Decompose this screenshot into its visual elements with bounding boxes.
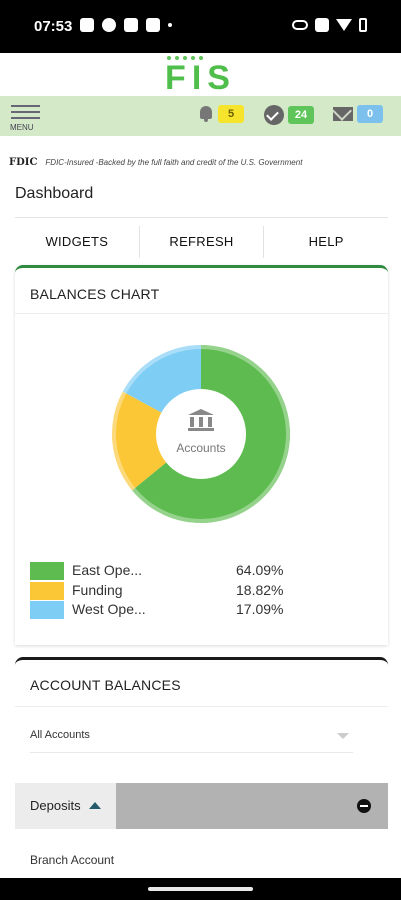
divider: [15, 706, 388, 707]
accounts-filter-value: All Accounts: [30, 729, 90, 741]
android-notification-icon: [146, 18, 160, 32]
refresh-button[interactable]: REFRESH: [140, 226, 265, 258]
legend-swatch: [30, 581, 64, 600]
legend-item[interactable]: Funding 18.82%: [30, 580, 370, 600]
legend-label: Funding: [72, 581, 123, 598]
page-title: Dashboard: [15, 185, 94, 202]
legend-label: East Ope...: [72, 562, 143, 578]
battery-icon: [359, 18, 367, 32]
home-gesture-handle[interactable]: [148, 887, 253, 891]
deposits-group-header[interactable]: Deposits: [15, 783, 388, 829]
bell-icon: [198, 105, 214, 123]
wifi-icon: [336, 19, 352, 31]
fdic-mark: FDIC: [9, 157, 38, 168]
shield-notification-icon: [80, 18, 94, 32]
top-toolbar: MENU 5 24 0: [0, 96, 401, 136]
legend-label: West Ope...: [72, 601, 146, 617]
legend-percent: 17.09%: [236, 601, 284, 617]
status-time: 07:53: [34, 18, 73, 35]
alerts-count-badge: 5: [218, 105, 244, 123]
collapse-icon[interactable]: [357, 799, 371, 813]
divider: [15, 313, 388, 314]
system-icons: [292, 18, 367, 32]
donut-slice-2[interactable]: [111, 391, 167, 491]
tasks-count-badge: 24: [288, 106, 314, 124]
play-notification-icon: [102, 18, 116, 32]
donut-slice-1[interactable]: [132, 345, 290, 523]
messages-count-badge: 0: [357, 105, 383, 123]
notification-icons: [80, 18, 172, 32]
vpn-key-icon: [292, 20, 308, 30]
donut-center-label: Accounts: [176, 441, 226, 455]
donut-outer-ring: [112, 345, 290, 523]
square-notification-icon: [124, 18, 138, 32]
fdic-text: FDIC-Insured -Backed by the full faith a…: [45, 158, 303, 167]
accounts-filter-select[interactable]: All Accounts: [30, 727, 353, 749]
divider: [15, 217, 388, 218]
bank-icon: [188, 409, 214, 431]
legend-swatch: [30, 601, 64, 619]
mail-icon: [333, 107, 353, 121]
donut-chart[interactable]: Accounts: [110, 343, 292, 525]
chevron-down-icon: [337, 733, 349, 739]
widgets-button[interactable]: WIDGETS: [15, 226, 140, 258]
dashboard-actions: WIDGETS REFRESH HELP: [15, 226, 388, 258]
system-nav-bar: [0, 878, 401, 900]
help-button[interactable]: HELP: [308, 234, 344, 249]
account-row-label[interactable]: Branch Account: [30, 853, 115, 867]
account-balances-title: ACCOUNT BALANCES: [30, 677, 181, 693]
select-underline: [30, 752, 353, 753]
legend-item[interactable]: West Ope... 17.09%: [30, 599, 370, 619]
legend-percent: 18.82%: [236, 581, 284, 598]
balances-chart-card: BALANCES CHART Accounts East Ope... 64.0…: [15, 265, 388, 645]
deposits-label: Deposits: [30, 798, 81, 813]
legend-swatch: [30, 562, 64, 580]
alerts-button[interactable]: 5: [198, 105, 244, 123]
menu-button[interactable]: MENU: [9, 103, 43, 132]
check-circle-icon: [264, 105, 284, 125]
donut-slice-3[interactable]: [122, 345, 201, 414]
more-notifications-icon: [168, 23, 172, 27]
hamburger-icon: [11, 105, 40, 107]
tasks-button[interactable]: 24: [264, 105, 314, 125]
donut-chart-svg: [111, 345, 290, 523]
legend-item[interactable]: East Ope... 64.09%: [30, 560, 370, 580]
legend-percent: 64.09%: [236, 562, 284, 578]
deposits-tab[interactable]: Deposits: [15, 783, 116, 829]
status-bar: 07:53: [0, 0, 401, 53]
chart-legend: East Ope... 64.09% Funding 18.82% West O…: [30, 560, 370, 619]
fis-logo: FIS: [165, 59, 236, 97]
cast-icon: [315, 18, 329, 32]
messages-button[interactable]: 0: [333, 105, 383, 123]
fdic-notice: FDIC FDIC-Insured -Backed by the full fa…: [9, 157, 302, 168]
sort-up-icon: [89, 802, 101, 809]
brand-header: FIS: [0, 53, 401, 97]
menu-label: MENU: [10, 123, 34, 132]
balances-chart-title: BALANCES CHART: [30, 286, 160, 302]
logo-dots: [167, 56, 203, 60]
account-balances-card: ACCOUNT BALANCES All Accounts Deposits B…: [15, 657, 388, 887]
donut-center: Accounts: [156, 389, 246, 479]
